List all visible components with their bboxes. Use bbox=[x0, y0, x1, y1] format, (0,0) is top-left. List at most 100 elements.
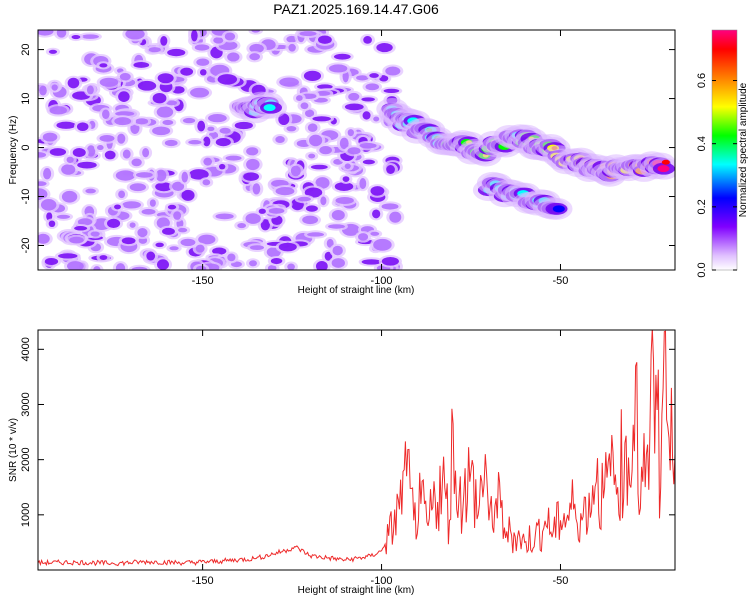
noise-blob bbox=[381, 256, 399, 266]
noise-blob bbox=[178, 227, 188, 233]
spectrogram-x-tick-label: -100 bbox=[371, 275, 393, 287]
noise-blob bbox=[182, 117, 196, 124]
noise-blob bbox=[310, 164, 328, 170]
noise-blob bbox=[363, 36, 372, 44]
noise-blob bbox=[102, 109, 110, 120]
noise-blob bbox=[383, 88, 400, 94]
snr-plot: -150 -100 -50 1000 2000 3000 4000 Height of s… bbox=[8, 329, 676, 596]
noise-blob bbox=[115, 111, 135, 117]
noise-blob bbox=[156, 259, 170, 270]
noise-blob bbox=[275, 136, 285, 144]
snr-x-tick-label: -100 bbox=[371, 575, 393, 587]
ridge-early-core bbox=[263, 104, 276, 112]
noise-blob bbox=[66, 156, 74, 163]
colorbar-tick-label: 0.4 bbox=[696, 136, 708, 151]
noise-blob bbox=[245, 213, 261, 224]
noise-blob bbox=[287, 263, 295, 270]
noise-blob bbox=[297, 196, 311, 202]
noise-blob bbox=[107, 218, 121, 228]
noise-blob bbox=[234, 121, 253, 130]
spectrogram-y-tick-label: -20 bbox=[20, 238, 32, 254]
noise-blob bbox=[315, 260, 328, 270]
noise-blob bbox=[278, 113, 290, 126]
noise-blob bbox=[173, 211, 182, 220]
noise-blob bbox=[362, 111, 371, 120]
noise-blob bbox=[286, 35, 298, 43]
noise-blob bbox=[191, 30, 198, 42]
noise-blob bbox=[373, 116, 380, 122]
noise-blob bbox=[137, 80, 157, 91]
noise-blob bbox=[225, 155, 242, 161]
noise-blob bbox=[93, 266, 101, 270]
noise-blob bbox=[76, 122, 89, 131]
noise-blob bbox=[365, 83, 380, 91]
noise-blob bbox=[215, 213, 234, 220]
noise-blob bbox=[167, 204, 177, 210]
noise-blob bbox=[275, 187, 295, 196]
noise-blob bbox=[56, 214, 71, 219]
noise-blob bbox=[309, 134, 323, 147]
spectrogram-x-ticks: -150 -100 -50 bbox=[192, 30, 568, 287]
noise-blob bbox=[268, 207, 285, 214]
noise-blob bbox=[155, 242, 164, 248]
noise-blob bbox=[67, 261, 84, 270]
noise-blob bbox=[56, 121, 76, 129]
noise-blob bbox=[335, 197, 354, 204]
noise-blob bbox=[296, 95, 303, 102]
noise-blob bbox=[146, 251, 156, 261]
noise-blob bbox=[249, 53, 260, 61]
spectrogram-y-tick-label: 10 bbox=[20, 92, 32, 104]
snr-x-ticks: -150 -100 -50 bbox=[192, 330, 568, 587]
noise-blob bbox=[85, 188, 96, 194]
noise-blob bbox=[347, 147, 361, 155]
noise-blob bbox=[307, 232, 325, 237]
noise-blob bbox=[246, 147, 259, 156]
noise-blob bbox=[196, 58, 210, 66]
noise-blob bbox=[99, 77, 119, 87]
noise-blob bbox=[286, 125, 297, 132]
noise-blob bbox=[125, 30, 145, 40]
noise-blob bbox=[317, 35, 332, 44]
noise-blob bbox=[157, 73, 174, 84]
noise-blob bbox=[305, 109, 315, 118]
noise-blob bbox=[288, 43, 296, 52]
noise-blob bbox=[133, 62, 150, 68]
noise-blob bbox=[169, 246, 179, 251]
noise-blob bbox=[155, 169, 167, 182]
noise-blob bbox=[246, 158, 260, 171]
noise-blob bbox=[326, 238, 334, 248]
figure-title: PAZ1.2025.169.14.47.G06 bbox=[273, 1, 439, 17]
noise-blob bbox=[203, 136, 211, 147]
spectrogram-y-ticks: -20 -10 0 10 20 bbox=[20, 43, 675, 253]
noise-blob bbox=[117, 133, 126, 144]
noise-blob bbox=[142, 148, 150, 158]
noise-blob bbox=[49, 148, 67, 156]
noise-blob bbox=[188, 169, 209, 180]
noise-blob bbox=[137, 227, 148, 238]
noise-blob bbox=[180, 67, 194, 76]
noise-blob bbox=[328, 64, 348, 73]
noise-blob bbox=[131, 158, 142, 167]
noise-blob bbox=[180, 238, 196, 247]
noise-blob bbox=[270, 257, 283, 265]
noise-blob bbox=[279, 77, 299, 87]
noise-blob bbox=[156, 217, 170, 229]
noise-blob bbox=[290, 165, 301, 177]
noise-blob bbox=[260, 219, 270, 231]
noise-blob bbox=[307, 123, 318, 132]
noise-blob bbox=[361, 97, 375, 102]
noise-blob bbox=[249, 245, 265, 251]
noise-blob bbox=[302, 215, 319, 225]
noise-blob bbox=[131, 266, 148, 270]
noise-blob bbox=[359, 178, 367, 190]
noise-blob bbox=[299, 31, 317, 37]
snr-x-label: Height of straight line (km) bbox=[298, 585, 415, 596]
noise-blob bbox=[195, 244, 205, 253]
colorbar-gradient bbox=[712, 30, 737, 270]
noise-blob bbox=[227, 253, 236, 262]
noise-blob bbox=[339, 137, 349, 150]
noise-blob bbox=[56, 30, 67, 38]
ridge-max-peak bbox=[661, 159, 670, 165]
spectrogram-y-label: Frequency (Hz) bbox=[8, 116, 19, 185]
